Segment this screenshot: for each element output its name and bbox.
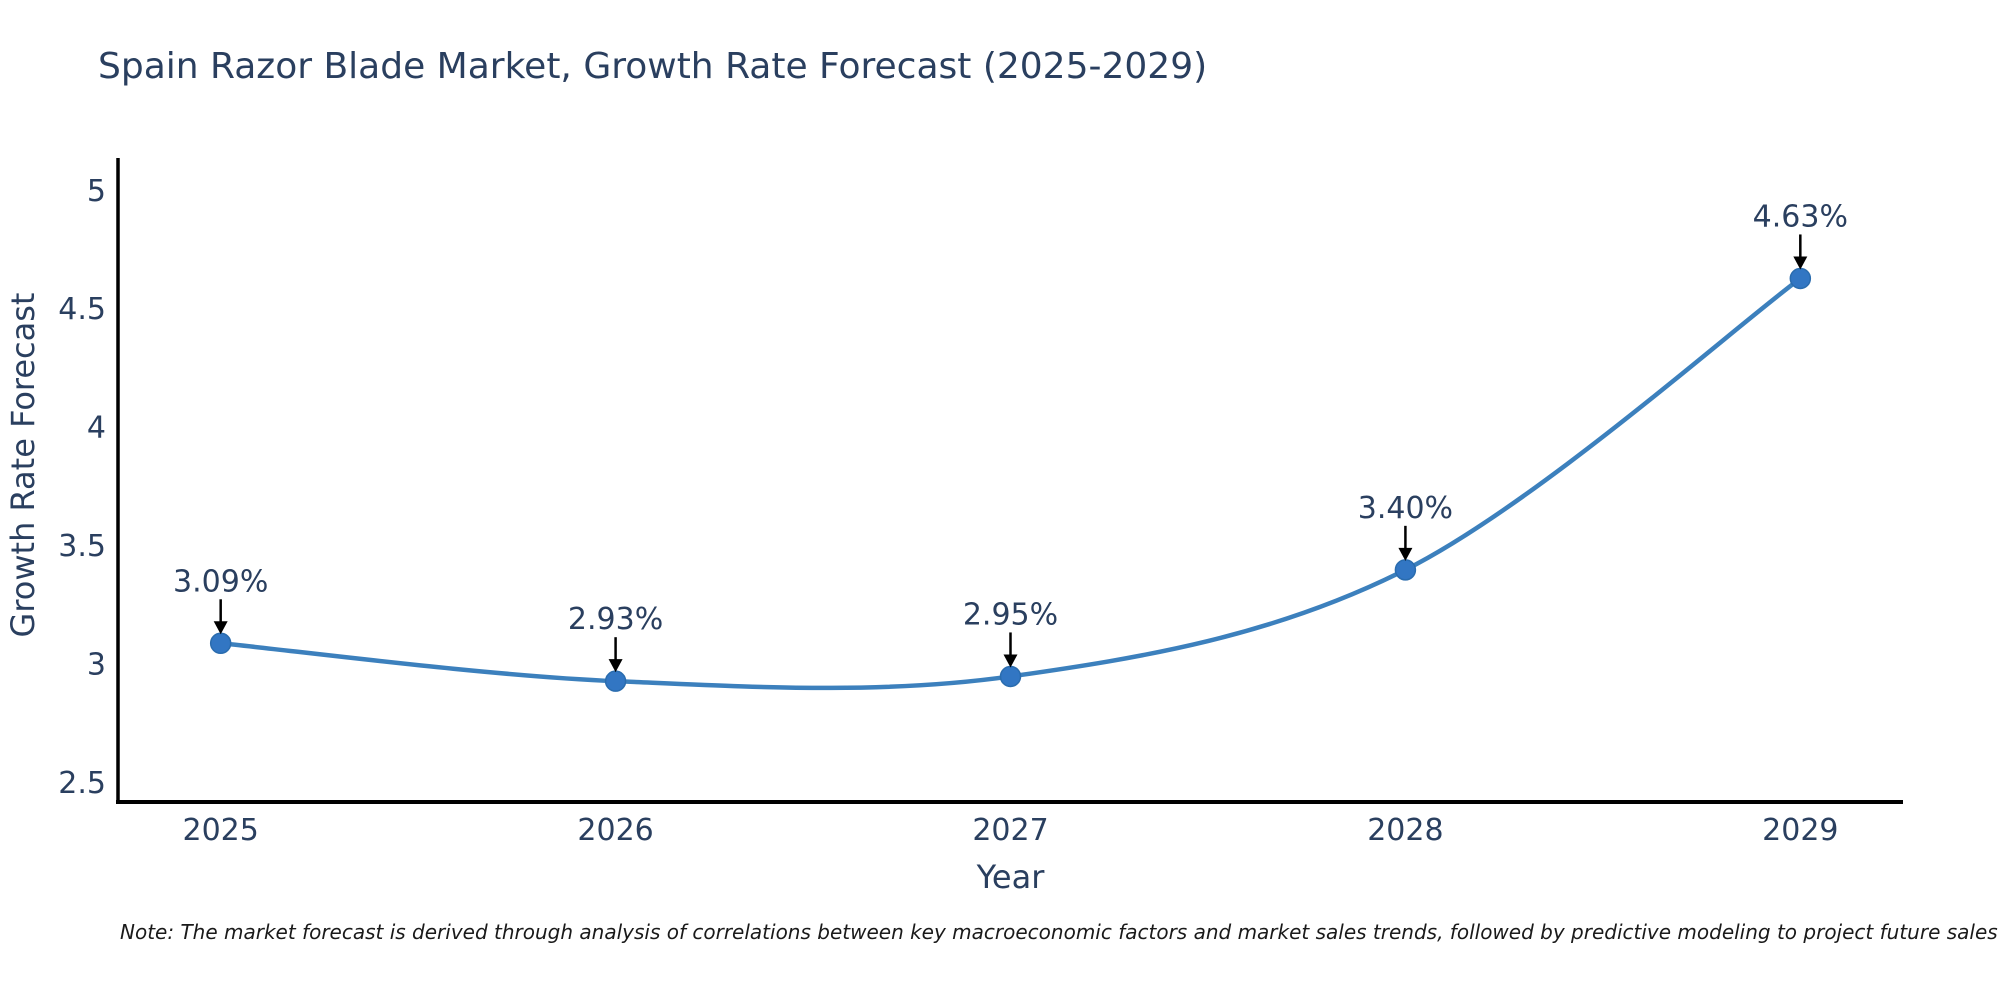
y-tick-label: 4 [87,411,106,446]
y-tick-label: 2.5 [58,766,106,801]
point-label: 3.40% [1358,491,1453,526]
forecast-curve [218,276,1803,691]
x-tick-label: 2026 [577,813,653,848]
data-point [1394,559,1417,581]
point-label: 3.09% [173,564,268,599]
annotation-arrowhead [213,621,228,635]
data-point [604,670,627,692]
y-axis-title: Growth Rate Forecast [4,293,42,638]
data-point [1789,267,1812,290]
x-tick-label: 2025 [182,813,258,848]
x-tick-label: 2028 [1367,813,1443,848]
x-tick-label: 2027 [972,813,1048,848]
y-tick-label: 4.5 [58,292,106,327]
footnote: Note: The market forecast is derived thr… [120,920,1998,944]
annotation-arrowhead [608,659,623,673]
x-tick-label: 2029 [1762,813,1838,848]
chart-title: Spain Razor Blade Market, Growth Rate Fo… [98,46,1208,87]
annotation-arrowhead [1003,654,1018,668]
data-point [999,665,1022,688]
y-tick-label: 5 [87,174,106,209]
point-label: 2.95% [963,597,1058,632]
point-label: 2.93% [568,602,663,637]
data-point [209,632,232,655]
point-label: 4.63% [1753,199,1848,234]
x-axis-title: Year [976,858,1046,896]
annotation-arrowhead [1793,256,1808,270]
y-tick-label: 3.5 [58,529,106,564]
y-tick-label: 3 [87,648,106,683]
annotation-arrowhead [1398,547,1413,561]
